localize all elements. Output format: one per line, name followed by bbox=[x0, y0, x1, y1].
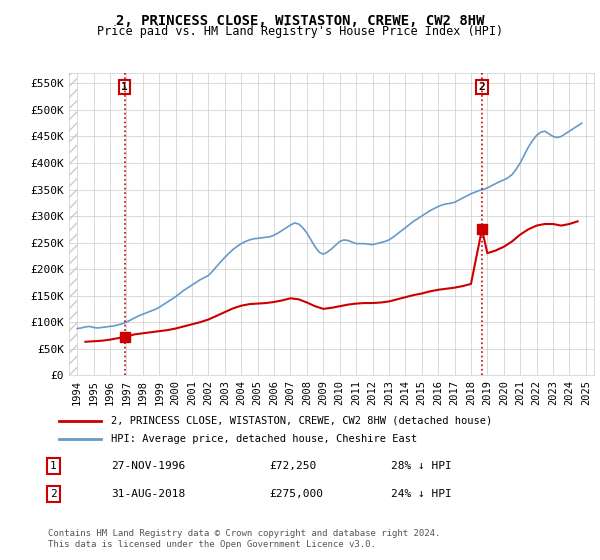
Text: Price paid vs. HM Land Registry's House Price Index (HPI): Price paid vs. HM Land Registry's House … bbox=[97, 25, 503, 38]
Text: 2, PRINCESS CLOSE, WISTASTON, CREWE, CW2 8HW (detached house): 2, PRINCESS CLOSE, WISTASTON, CREWE, CW2… bbox=[112, 416, 493, 426]
Text: HPI: Average price, detached house, Cheshire East: HPI: Average price, detached house, Ches… bbox=[112, 434, 418, 444]
Bar bbox=[69, 73, 77, 375]
Text: 31-AUG-2018: 31-AUG-2018 bbox=[112, 489, 185, 499]
Text: 28% ↓ HPI: 28% ↓ HPI bbox=[391, 461, 452, 471]
Text: 27-NOV-1996: 27-NOV-1996 bbox=[112, 461, 185, 471]
Text: 24% ↓ HPI: 24% ↓ HPI bbox=[391, 489, 452, 499]
Text: 1: 1 bbox=[121, 82, 128, 92]
Text: 2: 2 bbox=[50, 489, 56, 499]
Text: 1: 1 bbox=[50, 461, 56, 471]
Text: Contains HM Land Registry data © Crown copyright and database right 2024.
This d: Contains HM Land Registry data © Crown c… bbox=[48, 529, 440, 549]
Text: 2, PRINCESS CLOSE, WISTASTON, CREWE, CW2 8HW: 2, PRINCESS CLOSE, WISTASTON, CREWE, CW2… bbox=[116, 14, 484, 28]
Text: 2: 2 bbox=[479, 82, 485, 92]
Text: £72,250: £72,250 bbox=[270, 461, 317, 471]
Text: £275,000: £275,000 bbox=[270, 489, 324, 499]
